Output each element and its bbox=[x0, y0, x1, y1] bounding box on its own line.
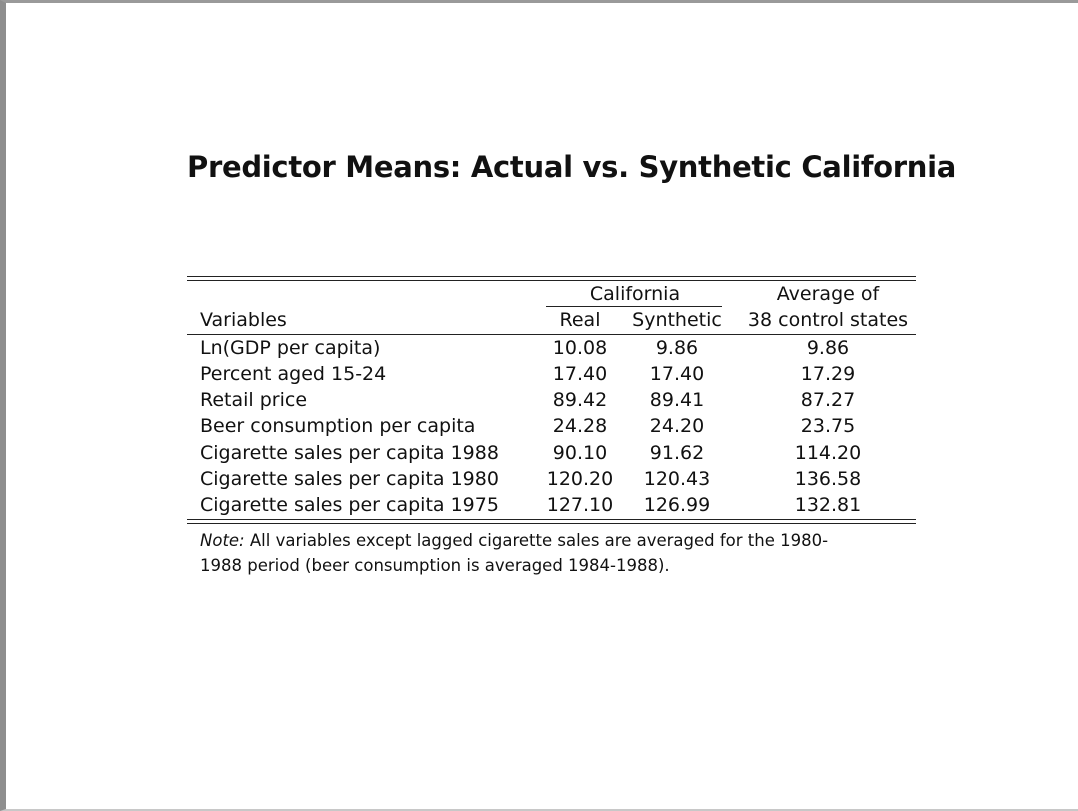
header-synthetic: Synthetic bbox=[632, 309, 722, 332]
header-variables: Variables bbox=[200, 309, 287, 332]
row-real-value: 120.20 bbox=[546, 468, 614, 491]
header-real: Real bbox=[559, 309, 601, 332]
row-synthetic-value: 89.41 bbox=[649, 389, 705, 412]
row-synthetic-value: 9.86 bbox=[655, 336, 699, 359]
table-row: Ln(GDP per capita) 10.08 9.86 9.86 bbox=[187, 335, 916, 361]
table-row: Retail price 89.42 89.41 87.27 bbox=[187, 387, 916, 413]
row-real-value: 24.28 bbox=[552, 415, 608, 438]
california-header-rule bbox=[546, 306, 722, 307]
header-bottom-rule bbox=[187, 333, 916, 335]
row-average-value: 9.86 bbox=[806, 336, 850, 359]
row-average-value: 87.27 bbox=[800, 389, 856, 412]
row-variable: Percent aged 15-24 bbox=[200, 362, 387, 385]
row-average-value: 23.75 bbox=[800, 415, 856, 438]
table-row: Cigarette sales per capita 1988 90.10 91… bbox=[187, 440, 916, 466]
row-variable: Retail price bbox=[200, 389, 308, 412]
header-average-of: Average of bbox=[776, 283, 880, 305]
header-control-states: 38 control states bbox=[747, 309, 909, 332]
row-average-value: 132.81 bbox=[794, 494, 862, 517]
row-real-value: 10.08 bbox=[552, 336, 608, 359]
row-average-value: 136.58 bbox=[794, 468, 862, 491]
row-variable: Cigarette sales per capita 1980 bbox=[200, 468, 499, 491]
row-real-value: 90.10 bbox=[552, 441, 608, 464]
row-variable: Beer consumption per capita bbox=[200, 415, 476, 438]
table-top-rule bbox=[187, 276, 916, 281]
table-row: Cigarette sales per capita 1975 127.10 1… bbox=[187, 492, 916, 518]
note-label: Note: bbox=[200, 530, 245, 550]
row-real-value: 127.10 bbox=[546, 494, 614, 517]
note-text: All variables except lagged cigarette sa… bbox=[200, 530, 829, 575]
row-synthetic-value: 24.20 bbox=[649, 415, 705, 438]
row-synthetic-value: 91.62 bbox=[649, 441, 705, 464]
row-real-value: 17.40 bbox=[552, 362, 608, 385]
table-group-header-row: California Average of bbox=[187, 281, 916, 307]
table-row: Beer consumption per capita 24.28 24.20 … bbox=[187, 413, 916, 439]
slide-title: Predictor Means: Actual vs. Synthetic Ca… bbox=[187, 150, 957, 184]
row-synthetic-value: 120.43 bbox=[643, 468, 711, 491]
table-note: Note: All variables except lagged cigare… bbox=[187, 528, 860, 578]
table-column-header-row: Variables Real Synthetic 38 control stat… bbox=[187, 307, 916, 333]
row-synthetic-value: 126.99 bbox=[643, 494, 711, 517]
row-variable: Ln(GDP per capita) bbox=[200, 336, 381, 359]
row-real-value: 89.42 bbox=[552, 389, 608, 412]
row-variable: Cigarette sales per capita 1988 bbox=[200, 441, 499, 464]
table-row: Cigarette sales per capita 1980 120.20 1… bbox=[187, 466, 916, 492]
row-variable: Cigarette sales per capita 1975 bbox=[200, 494, 499, 517]
header-california: California bbox=[589, 283, 681, 305]
table-row: Percent aged 15-24 17.40 17.40 17.29 bbox=[187, 361, 916, 387]
row-average-value: 17.29 bbox=[800, 362, 856, 385]
table-bottom-rule bbox=[187, 518, 916, 524]
row-average-value: 114.20 bbox=[794, 441, 862, 464]
row-synthetic-value: 17.40 bbox=[649, 362, 705, 385]
predictor-means-table: California Average of Variables Real Syn… bbox=[187, 276, 916, 578]
